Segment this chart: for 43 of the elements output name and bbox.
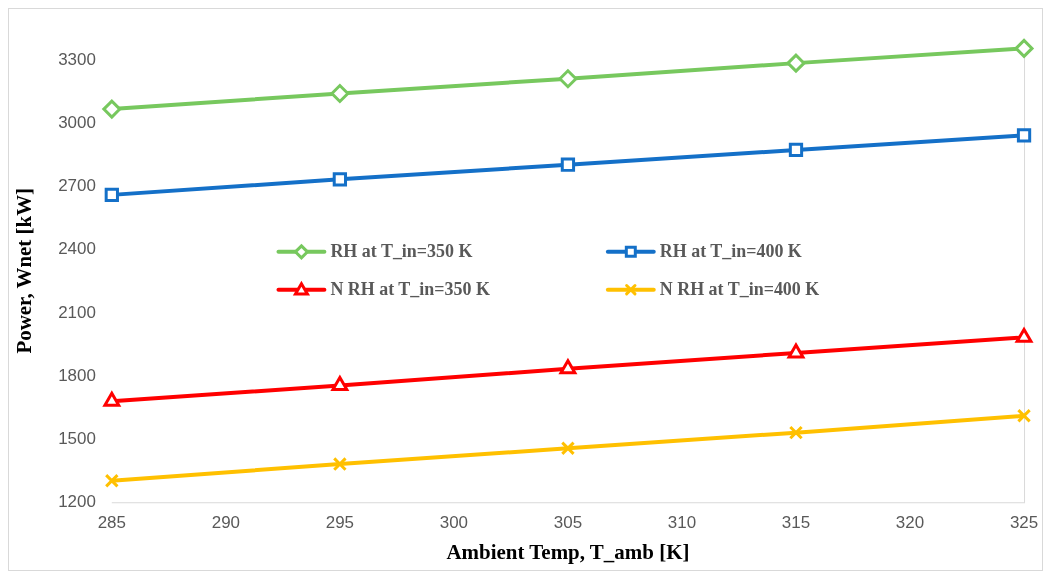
y-tick-label: 1200 xyxy=(58,492,96,512)
point xyxy=(103,391,121,407)
point xyxy=(786,53,806,73)
point xyxy=(332,172,348,187)
point xyxy=(560,441,576,456)
y-axis-title: Power, Wnet [kW] xyxy=(11,187,36,354)
y-tick-label: 1500 xyxy=(58,429,96,449)
point xyxy=(560,157,576,172)
point xyxy=(788,425,804,440)
point xyxy=(1016,128,1032,143)
x-tick-label: 310 xyxy=(667,513,697,533)
point xyxy=(788,142,804,158)
point xyxy=(332,456,348,472)
x-tick-label: 305 xyxy=(553,513,583,533)
x-tick-label: 290 xyxy=(211,513,240,533)
y-tick-label: 2400 xyxy=(58,239,96,259)
point xyxy=(1015,327,1033,343)
x-tick-label: 300 xyxy=(439,513,469,533)
y-tick-label: 3000 xyxy=(58,112,96,132)
point xyxy=(559,359,577,375)
legend-label: RH at T_in=350 K xyxy=(330,241,473,262)
y-tick-label: 1800 xyxy=(58,365,96,385)
x-axis-title: Ambient Temp, T_amb [K] xyxy=(446,539,690,564)
legend-label: RH at T_in=400 K xyxy=(659,241,802,262)
point xyxy=(102,99,122,119)
point xyxy=(330,84,350,103)
x-tick-label: 320 xyxy=(895,513,925,533)
x-tick-label: 295 xyxy=(325,513,355,533)
point xyxy=(104,187,119,203)
point xyxy=(1014,38,1034,58)
y-tick-label: 2700 xyxy=(58,176,96,196)
legend-label: N RH at T_in=400 K xyxy=(659,279,820,300)
y-tick-label: 2100 xyxy=(58,302,96,322)
legend-label: N RH at T_in=350 K xyxy=(330,279,490,300)
x-tick-label: 285 xyxy=(97,513,126,533)
point xyxy=(104,473,119,488)
x-tick-label: 315 xyxy=(781,513,811,533)
point xyxy=(1016,408,1032,423)
y-tick-label: 3300 xyxy=(58,49,96,69)
point xyxy=(331,375,349,391)
point xyxy=(558,69,578,89)
x-tick-label: 325 xyxy=(1009,513,1039,533)
point xyxy=(787,343,805,359)
